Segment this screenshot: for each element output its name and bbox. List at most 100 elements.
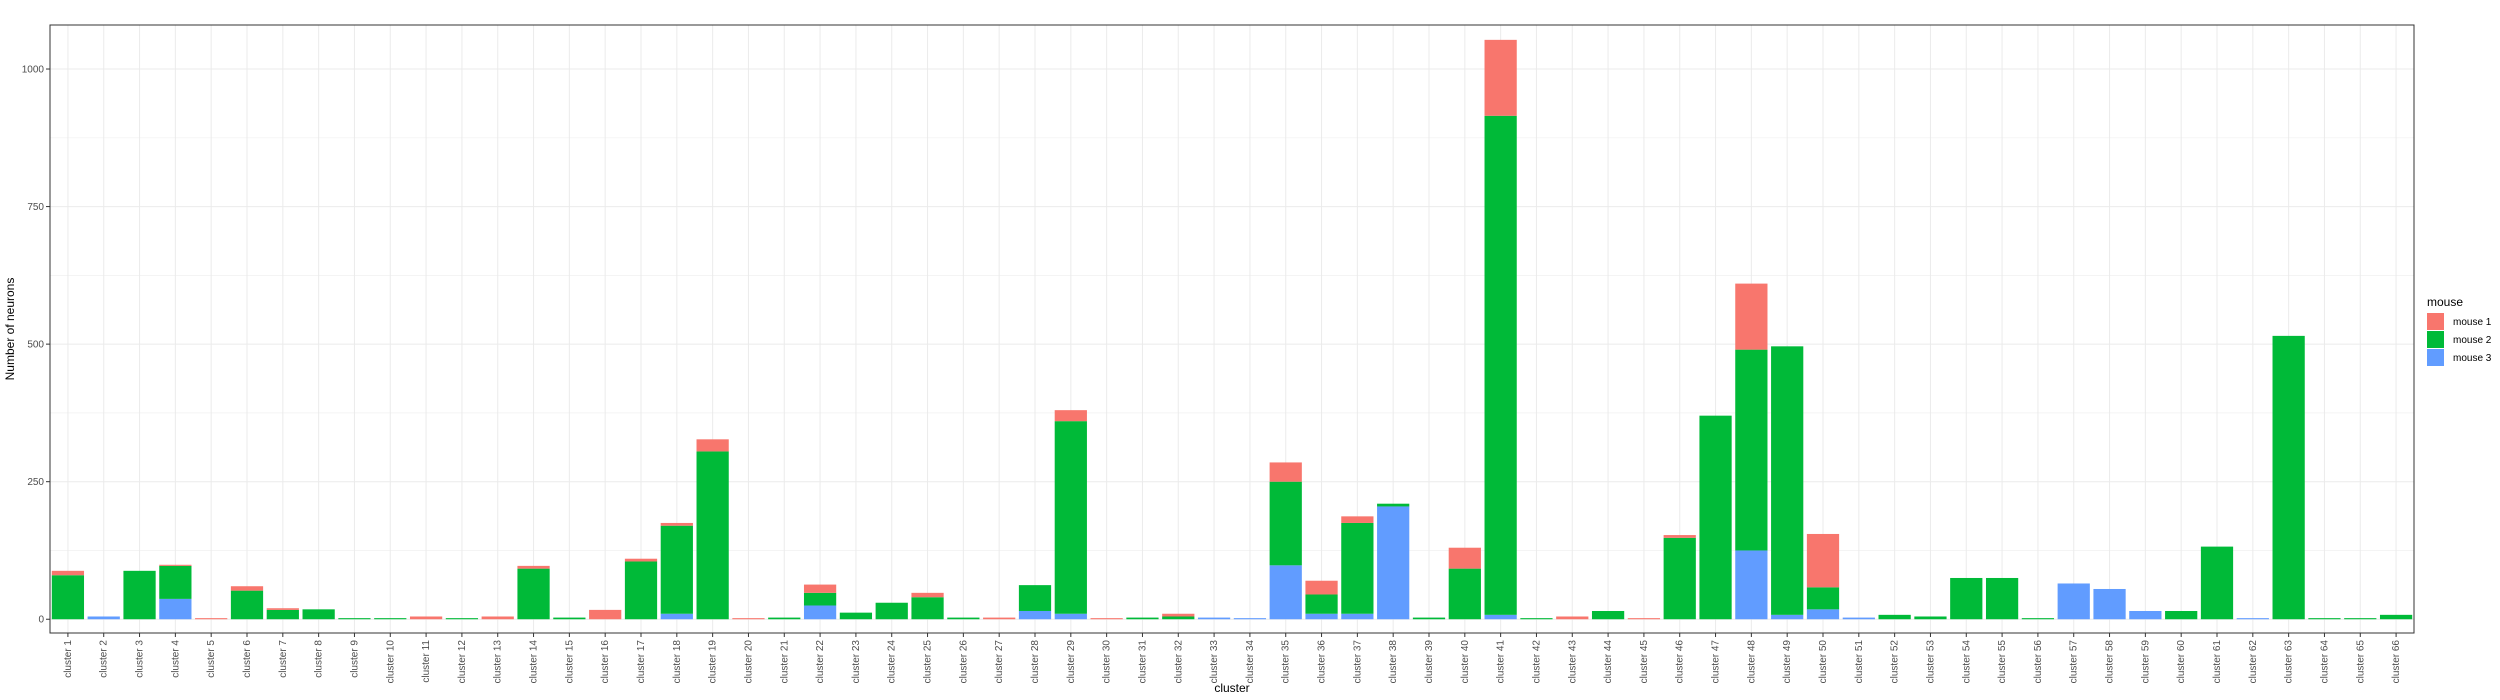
x-tick-label: cluster 52 [1890,640,1901,684]
bar-segment [1233,618,1267,620]
plot-panel [50,25,2414,633]
bar-segment [660,525,693,614]
bar-segment [696,439,729,452]
bar-segment [1054,613,1087,620]
bar-segment [839,612,873,620]
bar-segment [803,584,837,593]
bar-segment [1197,617,1231,620]
bar-segment [266,609,299,620]
bar-segment [2057,583,2090,620]
bar-segment [2308,618,2341,620]
x-tick-label: cluster 9 [349,640,360,678]
bar-segment [1162,616,1195,620]
bar-segment [2272,335,2305,620]
bar-segment [1484,115,1517,615]
panel-border [49,24,2415,634]
bar-segment [624,561,658,620]
x-tick-label: cluster 1 [63,640,74,678]
bar-segment [1806,609,1840,620]
x-tick-label: cluster 27 [994,640,1005,684]
bar-segment [732,618,765,620]
bar-segment [803,605,837,620]
bar-segment [2165,610,2198,620]
bar-segment [517,568,550,620]
x-tick-label: cluster 65 [2355,640,2366,684]
bar-segment [1806,587,1840,610]
x-tick-label: cluster 42 [1531,640,1542,684]
x-tick-label: cluster 44 [1603,640,1614,684]
x-tick-label: cluster 56 [2033,640,2044,684]
x-tick-label: cluster 15 [564,640,575,684]
bar-segment [1985,577,2019,620]
bar-segment [1341,613,1374,620]
x-tick-label: cluster 63 [2284,640,2295,684]
bar-segment [1305,594,1338,614]
x-tick-label: cluster 33 [1209,640,1220,684]
bar-segment [230,586,264,591]
x-tick-label: cluster 17 [636,640,647,684]
x-tick-label: cluster 26 [958,640,969,684]
bar-segment [660,522,693,526]
x-tick-label: cluster 59 [2140,640,2151,684]
bar-segment [2236,618,2269,620]
bar-segment [1771,346,1804,615]
bar-segment [1305,613,1338,620]
bar-segment [2379,614,2413,620]
bar-segment [302,609,335,620]
bar-segment [1520,618,1553,620]
bar-segment [1162,613,1195,617]
x-tick-label: cluster 28 [1030,640,1041,684]
bar-segment [1054,410,1087,422]
x-tick-label: cluster 2 [99,640,110,678]
bar-segment [87,616,120,620]
x-tick-label: cluster 39 [1424,640,1435,684]
x-tick-label: cluster 7 [278,640,289,678]
bar-segment [2129,610,2162,620]
bar-segment [374,618,407,620]
x-tick-label: cluster 55 [1997,640,2008,684]
bar-segment [911,597,944,620]
bar-segment [159,564,192,566]
bar-segment [1735,349,1768,551]
bar-segment [1627,618,1661,620]
x-tick-label: cluster 54 [1961,640,1972,684]
x-tick-label: cluster 57 [2069,640,2080,684]
x-axis-title: cluster [1214,681,1249,695]
x-tick-label: cluster 8 [314,640,325,678]
bar-segment [1448,547,1481,569]
y-axis-ticks: 0 250 500 750 1000 [22,65,50,626]
x-tick-label: cluster 23 [851,640,862,684]
bar-segment [696,451,729,620]
bar-segment [1591,610,1625,620]
x-tick-label: cluster 47 [1711,640,1722,684]
legend-label: mouse 2 [2453,335,2492,346]
bar-segment [409,616,443,620]
bar-segment [1806,533,1840,588]
x-tick-label: cluster 37 [1352,640,1363,684]
legend-label: mouse 3 [2453,353,2492,364]
x-tick-label: cluster 3 [135,640,146,678]
x-tick-label: cluster 53 [1925,640,1936,684]
legend-key [2427,349,2444,366]
legend-key [2427,331,2444,348]
bar-segment [624,558,658,562]
x-tick-label: cluster 66 [2391,640,2402,684]
x-tick-label: cluster 58 [2105,640,2116,684]
bar-segment [1126,617,1159,620]
bar-segment [1448,568,1481,620]
x-tick-label: cluster 32 [1173,640,1184,684]
x-tick-label: cluster 49 [1782,640,1793,684]
x-tick-label: cluster 51 [1854,640,1865,684]
x-tick-label: cluster 12 [457,640,468,684]
y-tick-label: 500 [27,340,44,351]
bar-segment [1269,462,1302,482]
bar-segment [1484,614,1517,620]
x-tick-label: cluster 60 [2176,640,2187,684]
bar-segment [445,618,479,620]
bar-segment [983,617,1016,620]
x-tick-label: cluster 38 [1388,640,1399,684]
x-tick-label: cluster 36 [1317,640,1328,684]
bar-segment [1305,580,1338,595]
bar-segment [266,608,299,610]
